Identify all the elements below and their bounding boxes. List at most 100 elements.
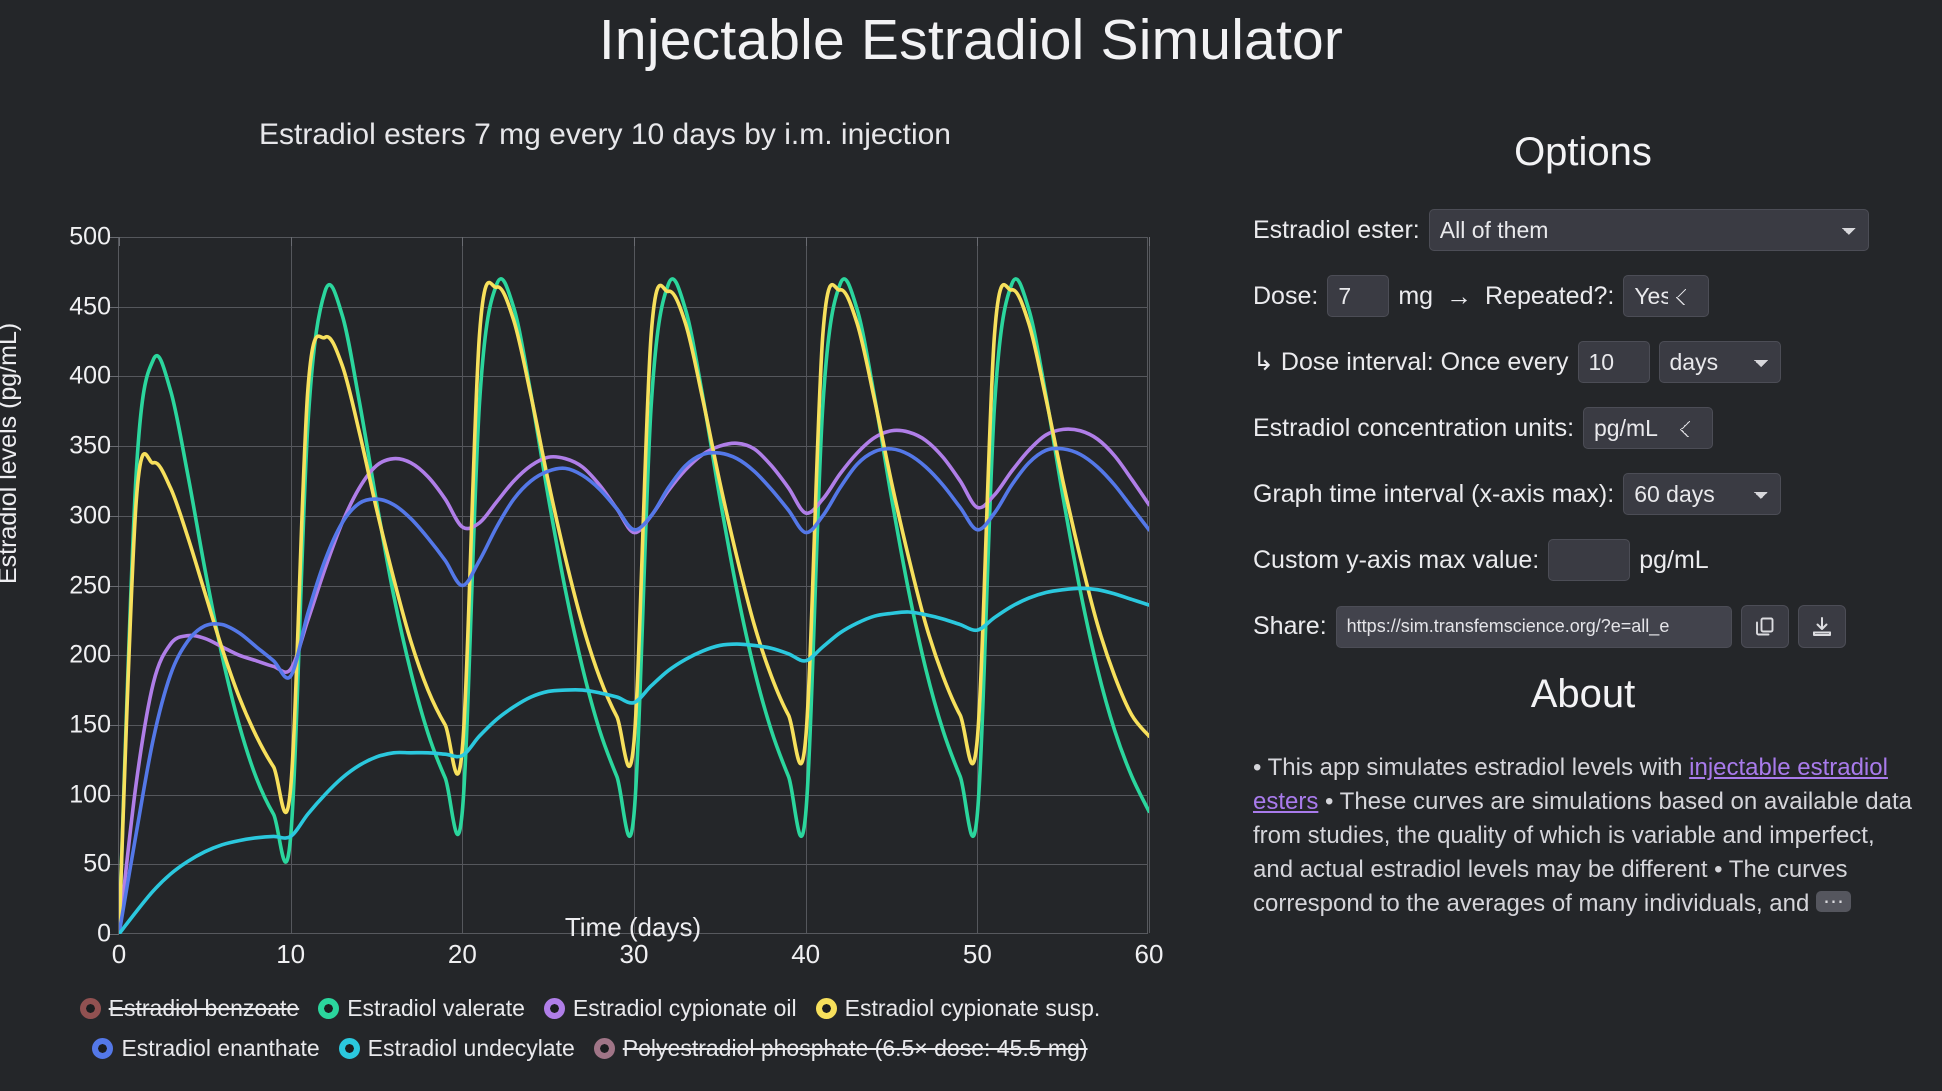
gridline-h xyxy=(119,515,1148,517)
y-tick-mark xyxy=(110,446,119,448)
concentration-units-select[interactable]: pg/mL xyxy=(1583,407,1714,449)
y-tick-mark xyxy=(110,794,119,796)
legend-color-dot xyxy=(79,997,101,1019)
repeated-label: Repeated?: xyxy=(1485,281,1615,310)
estradiol-ester-select[interactable]: All of them xyxy=(1428,209,1869,251)
legend-color-dot xyxy=(815,997,837,1019)
chart-title: Estradiol esters 7 mg every 10 days by i… xyxy=(259,118,951,151)
legend-item[interactable]: Estradiol cypionate susp. xyxy=(815,995,1100,1022)
legend-item-label: Estradiol valerate xyxy=(347,994,525,1021)
options-panel: Options Estradiol ester: All of them Dos… xyxy=(1253,130,1913,921)
x-tick-mark xyxy=(119,237,120,246)
y-tick-label: 500 xyxy=(69,222,111,251)
legend-item-label: Polyestradiol phosphate (6.5× dose: 45.5… xyxy=(622,1034,1088,1061)
x-tick-mark xyxy=(1149,237,1150,246)
y-tick-mark xyxy=(110,655,119,657)
arrow-icon: → xyxy=(1446,280,1473,311)
legend-item-label: Estradiol benzoate xyxy=(108,994,300,1021)
y-tick-label: 450 xyxy=(69,292,111,321)
chart-curves xyxy=(119,277,1149,934)
page-title: Injectable Estradiol Simulator xyxy=(598,8,1344,72)
y-tick-label: 350 xyxy=(69,431,111,460)
dose-interval-unit-select[interactable]: days xyxy=(1658,341,1781,383)
y-tick-mark xyxy=(110,515,119,517)
repeated-select[interactable]: Yes xyxy=(1623,275,1710,317)
share-url-input[interactable] xyxy=(1335,605,1732,648)
gridline-h xyxy=(119,306,1148,308)
legend-color-dot xyxy=(543,997,565,1019)
legend-item[interactable]: Estradiol enanthate xyxy=(92,1034,320,1062)
plot-wrapper: Estradiol levels (pg/mL) 0 50 100 150 200 250… xyxy=(0,164,1180,970)
x-tick-label: 50 xyxy=(962,939,992,969)
share-label: Share: xyxy=(1253,612,1327,640)
legend-item[interactable]: Estradiol valerate xyxy=(318,995,525,1022)
ester-row: Estradiol ester: All of them xyxy=(1253,209,1913,251)
y-tick-label: 50 xyxy=(83,849,111,878)
custom-ymax-input[interactable] xyxy=(1548,539,1631,581)
chart-column: Estradiol esters 7 mg every 10 days by i… xyxy=(0,118,1180,970)
y-tick-label: 0 xyxy=(97,919,111,948)
series-line xyxy=(119,446,1149,934)
legend-item[interactable]: Estradiol undecylate xyxy=(338,1034,575,1062)
legend-item-label: Estradiol enanthate xyxy=(121,1034,320,1061)
dose-input[interactable] xyxy=(1327,275,1390,317)
legend-item[interactable]: Polyestradiol phosphate (6.5× dose: 45.5… xyxy=(593,1034,1088,1062)
y-tick-label: 250 xyxy=(69,571,111,599)
ymax-label: Custom y-axis max value: xyxy=(1253,545,1540,574)
legend-item[interactable]: Estradiol benzoate xyxy=(79,994,300,1022)
time-interval-label: Graph time interval (x-axis max): xyxy=(1253,479,1615,508)
x-axis-label: Time (days) xyxy=(564,912,702,942)
y-tick-mark xyxy=(110,585,119,587)
series-line xyxy=(119,280,1149,934)
y-tick-mark xyxy=(110,864,119,866)
x-tick-label: 20 xyxy=(447,939,477,969)
chart-legend: Estradiol benzoate Estradiol valerate Estr… xyxy=(0,988,1180,1068)
x-tick-label: 60 xyxy=(1134,939,1164,969)
y-tick-mark xyxy=(110,934,119,935)
graph-time-interval-select[interactable]: 60 days xyxy=(1623,473,1782,515)
y-tick-mark xyxy=(110,306,119,308)
x-tick-label: 40 xyxy=(791,939,821,969)
gridline-h xyxy=(119,794,1148,796)
y-tick-label: 400 xyxy=(69,361,111,390)
about-heading: About xyxy=(1530,672,1636,716)
x-tick-label: 30 xyxy=(619,939,649,969)
gridline-h xyxy=(119,237,1148,238)
plot-right-border xyxy=(1147,237,1148,933)
legend-color-dot xyxy=(593,1037,615,1059)
gridline-h xyxy=(119,585,1148,587)
dose-interval-row: ↳ Dose interval: Once every days xyxy=(1253,341,1913,383)
legend-row-1: Estradiol benzoate Estradiol valerate Estr… xyxy=(0,988,1180,1028)
ymax-row: Custom y-axis max value: pg/mL xyxy=(1253,539,1913,581)
y-tick-mark xyxy=(110,724,119,726)
ymax-unit-label: pg/mL xyxy=(1639,545,1709,574)
injectable-esters-link[interactable]: injectable estradiol esters xyxy=(1253,754,1888,816)
share-row: Share: xyxy=(1253,605,1913,648)
legend-color-dot xyxy=(338,1037,360,1059)
dose-interval-input[interactable] xyxy=(1577,341,1650,383)
x-tick-mark xyxy=(805,237,807,246)
x-tick-mark xyxy=(290,237,292,246)
options-heading: Options xyxy=(1514,130,1652,174)
about-text-part-2: • These curves are simulations based on … xyxy=(1253,788,1912,918)
series-line xyxy=(119,427,1149,934)
gridline-h xyxy=(119,376,1148,378)
x-tick-label: 10 xyxy=(276,939,306,969)
gridline-h xyxy=(119,446,1148,448)
legend-item-label: Estradiol undecylate xyxy=(367,1034,575,1061)
x-tick-label: 0 xyxy=(111,939,127,969)
download-icon[interactable] xyxy=(1797,605,1846,648)
expand-about-ellipsis[interactable]: ⋯ xyxy=(1816,891,1852,913)
copy-icon[interactable] xyxy=(1740,605,1789,648)
legend-item[interactable]: Estradiol cypionate oil xyxy=(543,994,797,1022)
gridline-v xyxy=(634,237,635,933)
series-line xyxy=(119,586,1149,934)
x-tick-mark xyxy=(977,237,979,246)
time-interval-row: Graph time interval (x-axis max): 60 day… xyxy=(1253,473,1913,515)
about-text: • This app simulates estradiol levels wi… xyxy=(1253,751,1913,921)
y-tick-label: 300 xyxy=(69,501,111,530)
y-tick-mark xyxy=(110,237,119,238)
units-row: Estradiol concentration units: pg/mL xyxy=(1253,407,1913,449)
gridline-v xyxy=(805,237,807,933)
legend-item-label: Estradiol cypionate oil xyxy=(572,994,797,1021)
